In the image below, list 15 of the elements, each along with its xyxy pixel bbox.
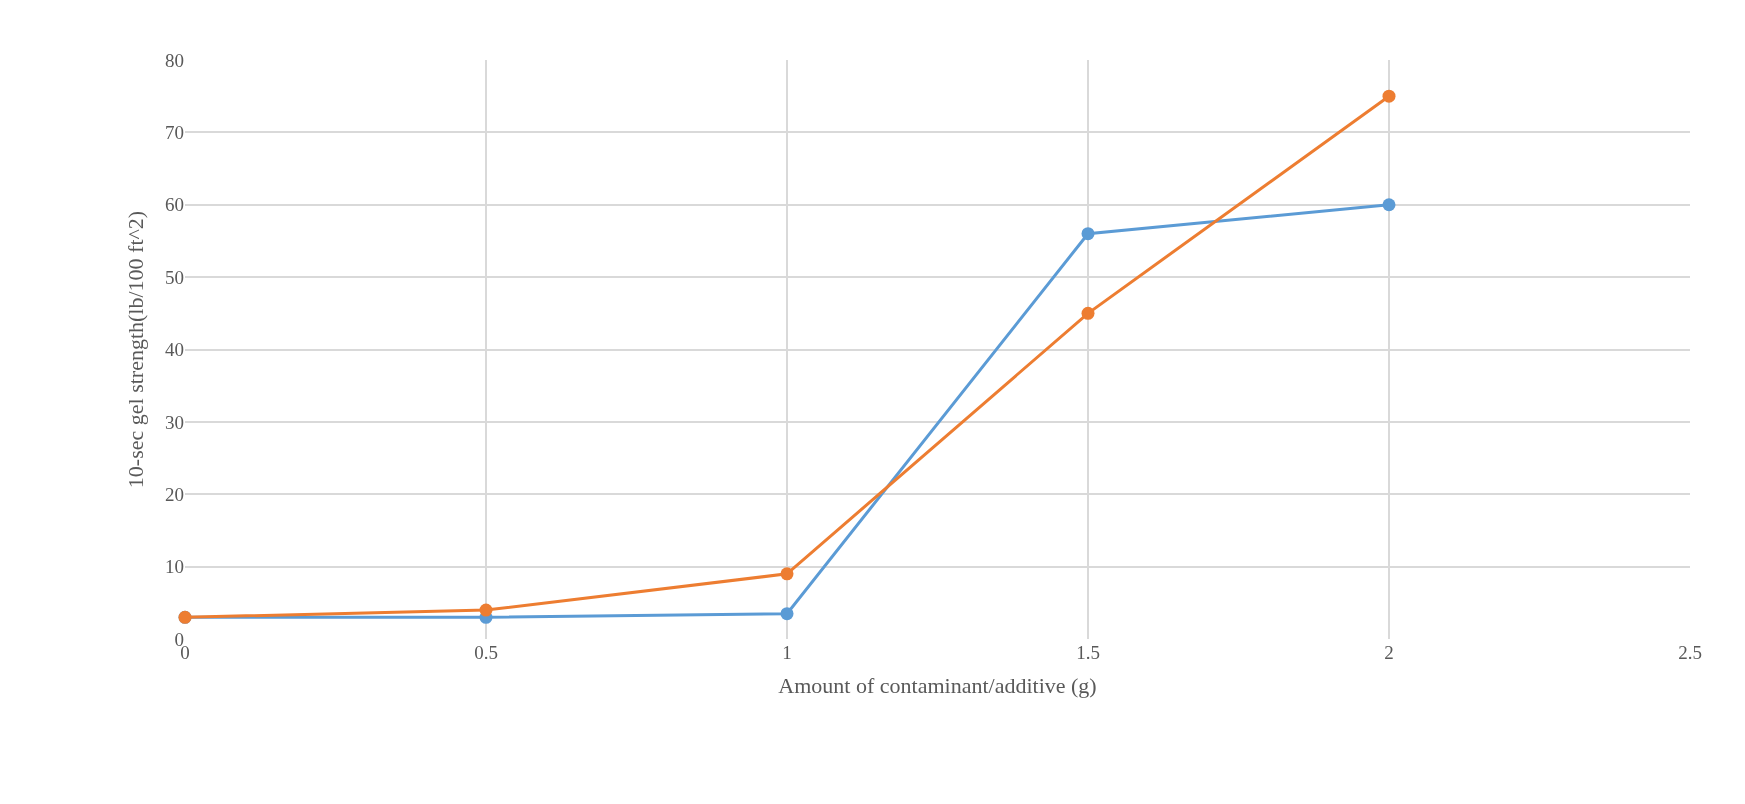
y-axis-title: 10-sec gel strength(lb/100 ft^2) [122,210,148,489]
x-tick-label: 2.5 [1678,642,1702,663]
x-tick-label: 0.5 [474,642,498,663]
x-tick-label: 1 [782,642,792,663]
x-tick-label: 2 [1384,642,1394,663]
y-tick-label: 70 [165,122,184,144]
y-tick-label: 80 [165,49,184,71]
y-tick-label: 20 [165,483,184,505]
y-tick-label: 60 [165,194,184,216]
y-tick-label: 10 [165,556,184,578]
y-tick-label: 40 [165,339,184,361]
y-tick-label: 50 [165,266,184,288]
y-tick-label: 30 [165,411,184,433]
x-tick-label: 1.5 [1076,642,1100,663]
x-axis-title: Amount of contaminant/additive (g) [778,672,1097,698]
